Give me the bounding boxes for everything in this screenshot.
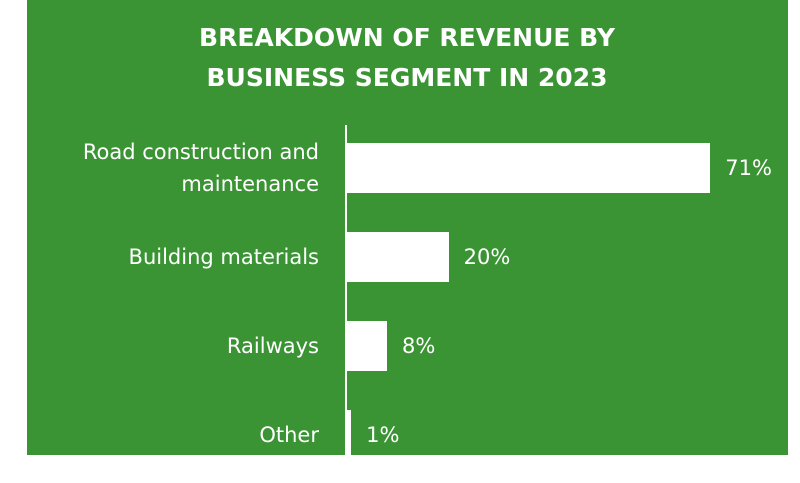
category-label: Railways — [226, 334, 319, 358]
value-label: 20% — [463, 245, 511, 269]
bar — [346, 410, 352, 460]
value-label: 1% — [366, 423, 400, 447]
category-label: Other — [259, 423, 319, 447]
category-label: Road construction and maintenance — [82, 140, 319, 196]
bar — [346, 321, 388, 371]
chart-panel: BREAKDOWN OF REVENUE BY BUSINESS SEGMENT… — [27, 0, 788, 460]
axis-line — [345, 125, 347, 455]
category-label: Building materials — [128, 245, 319, 269]
value-label: 71% — [725, 156, 772, 180]
chart-title: BREAKDOWN OF REVENUE BY BUSINESS SEGMENT… — [199, 23, 615, 92]
bar — [346, 232, 449, 282]
bar — [346, 143, 711, 193]
value-label: 8% — [402, 334, 436, 358]
